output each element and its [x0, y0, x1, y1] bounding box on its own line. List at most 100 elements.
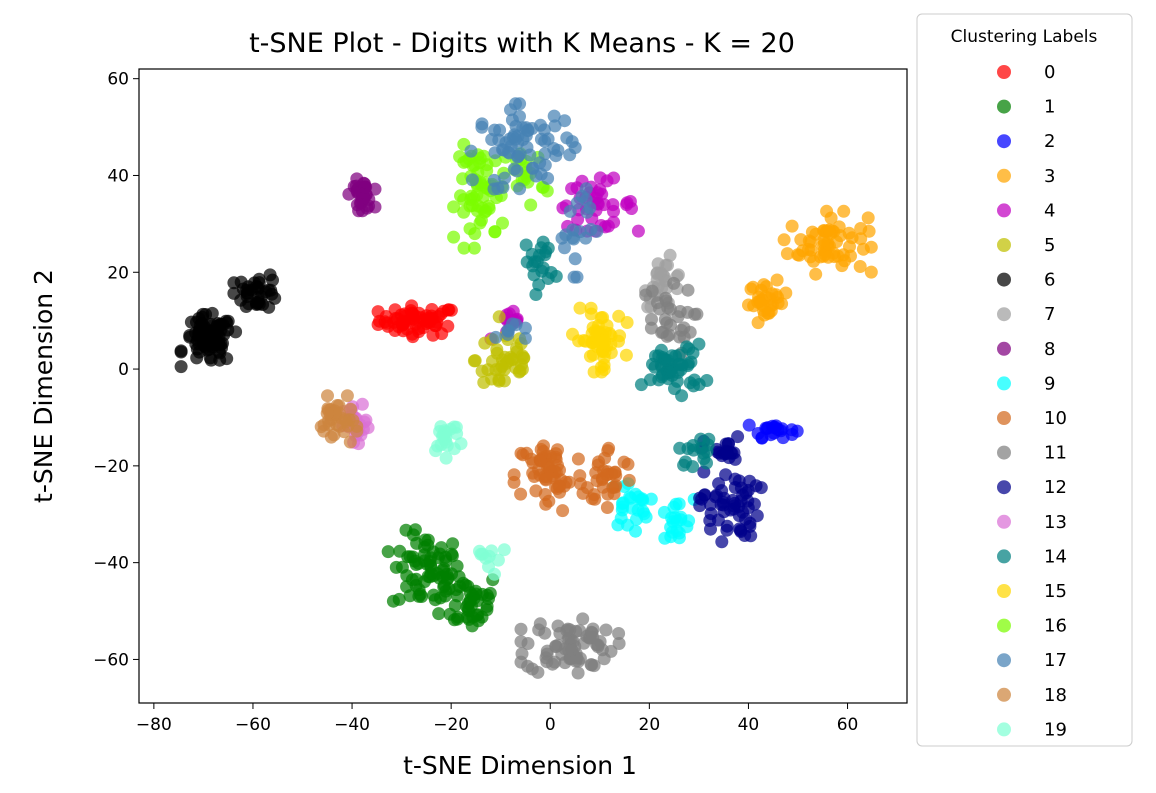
data-point [759, 421, 773, 435]
data-point [854, 232, 868, 246]
data-point [771, 290, 785, 304]
data-point [722, 437, 735, 451]
data-point [573, 469, 587, 483]
data-point [697, 452, 711, 466]
legend-item-18: 18 [997, 685, 1067, 706]
legend-item-15: 15 [997, 581, 1067, 602]
data-point [663, 248, 677, 262]
series-10 [507, 439, 636, 518]
data-point [457, 241, 471, 255]
data-point [507, 475, 521, 489]
data-point [854, 222, 868, 235]
data-point [585, 658, 599, 672]
data-point [514, 622, 528, 636]
data-point [204, 353, 218, 367]
x-tick-label: −60 [235, 715, 271, 735]
legend-marker [997, 687, 1011, 702]
data-point [660, 316, 674, 330]
data-point [567, 270, 581, 284]
data-point [426, 328, 440, 342]
data-point [480, 599, 494, 613]
series-18 [314, 389, 364, 449]
legend-marker [997, 584, 1011, 598]
data-point [620, 316, 634, 329]
data-point [393, 544, 407, 558]
y-tick-label: −20 [93, 457, 129, 477]
data-point [503, 132, 517, 146]
data-point [597, 363, 611, 376]
data-point [540, 647, 554, 661]
legend-marker [997, 514, 1011, 529]
data-point [667, 276, 681, 290]
data-point [524, 198, 538, 212]
series-17 [464, 97, 604, 345]
data-point [584, 307, 598, 321]
data-point [739, 512, 752, 526]
x-tick-label: 0 [545, 715, 556, 735]
legend-marker [997, 480, 1011, 495]
series-5 [467, 310, 531, 389]
data-point [734, 481, 748, 495]
data-point [600, 174, 614, 188]
legend-marker [997, 411, 1011, 425]
legend-label: 9 [1044, 373, 1055, 394]
data-point [350, 172, 364, 186]
data-point [656, 368, 670, 382]
data-point [527, 268, 541, 282]
data-point [252, 272, 266, 286]
data-point [441, 319, 455, 333]
data-point [498, 171, 512, 185]
data-point [447, 613, 461, 627]
data-point [824, 211, 838, 225]
data-point [558, 114, 572, 128]
legend-marker [997, 549, 1011, 564]
legend-label: 5 [1044, 235, 1055, 256]
data-point [651, 296, 664, 310]
legend-marker [997, 618, 1011, 633]
legend-marker [997, 203, 1011, 218]
data-point [619, 348, 633, 362]
data-point [468, 227, 482, 241]
data-point [249, 296, 263, 309]
data-point [427, 588, 441, 602]
data-point [715, 535, 729, 549]
y-tick-label: 0 [118, 360, 129, 380]
data-point [493, 363, 507, 376]
data-point [612, 627, 626, 640]
data-point [368, 182, 382, 196]
data-point [462, 604, 476, 618]
data-point [576, 612, 590, 626]
data-point [467, 354, 481, 368]
legend-marker [997, 272, 1011, 287]
legend-label: 8 [1044, 339, 1055, 360]
data-point [513, 182, 527, 196]
data-point [838, 254, 852, 268]
legend-label: 3 [1044, 166, 1055, 187]
data-point [489, 330, 503, 344]
data-point [724, 503, 738, 517]
data-point [457, 205, 471, 219]
series-19 [429, 420, 511, 581]
y-axis-label: t-SNE Dimension 2 [29, 269, 58, 503]
legend-label: 17 [1044, 650, 1067, 671]
data-point [492, 310, 506, 324]
data-point [395, 560, 409, 574]
data-point [534, 132, 548, 146]
data-point [514, 487, 528, 501]
data-point [551, 143, 565, 157]
data-point [361, 421, 375, 435]
data-point [792, 248, 806, 262]
data-point [321, 389, 334, 403]
x-tick-label: 20 [639, 715, 661, 735]
series-2 [742, 418, 804, 445]
legend-label: 0 [1044, 62, 1055, 83]
data-point [843, 240, 856, 254]
legend-marker [997, 376, 1011, 391]
legend-item-0: 0 [997, 62, 1055, 83]
data-point [464, 144, 478, 158]
data-point [583, 349, 597, 363]
legend-item-1: 1 [997, 97, 1055, 118]
data-point [534, 167, 548, 181]
legend: Clustering Labels 0123456789101112131415… [916, 13, 1133, 747]
